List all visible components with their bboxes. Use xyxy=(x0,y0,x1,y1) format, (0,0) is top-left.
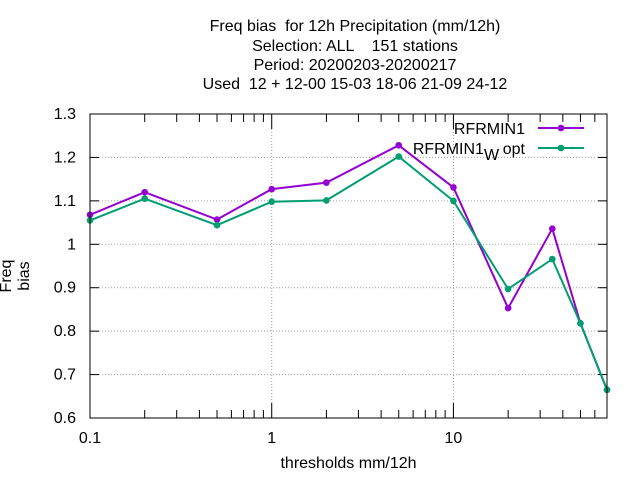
y-tick-label: 0.9 xyxy=(54,280,76,297)
series-1 xyxy=(86,141,611,394)
legend-marker-2 xyxy=(557,144,565,152)
series-2 xyxy=(86,153,611,394)
series-1-point xyxy=(323,179,330,186)
plot-frame xyxy=(89,113,608,419)
axis-ticks: 0.6 0.7 0.8 0.9 1 1.1 1.2 1.3 0.1 1 10 xyxy=(54,106,608,447)
series-1-point xyxy=(450,184,457,191)
series-2-point xyxy=(141,195,149,202)
y-tick-label: 0.6 xyxy=(54,410,76,427)
series-2-point xyxy=(504,285,512,293)
series-layer xyxy=(86,141,611,394)
series-2-point xyxy=(213,221,221,229)
series-1-point xyxy=(213,216,221,223)
series-2-point xyxy=(548,255,556,263)
series-1-point xyxy=(504,304,512,312)
series-1-point xyxy=(548,225,556,232)
legend-marker-1 xyxy=(557,124,565,132)
grid-lines xyxy=(90,114,607,418)
y-tick-label: 0.8 xyxy=(54,323,76,340)
y-tick-label: 0.7 xyxy=(54,367,76,384)
series-1-line xyxy=(89,144,608,391)
chart-title-line-3: Period: 20200203-20200217 xyxy=(253,57,457,74)
legend-label-2: RFRMIN1W opt xyxy=(413,141,526,164)
y-tick-label: 1.1 xyxy=(54,193,76,210)
x-tick-label: 1 xyxy=(267,430,276,447)
series-2-point xyxy=(450,197,457,205)
series-2-point xyxy=(323,197,330,204)
series-2-line xyxy=(89,155,608,391)
chart-title-line-2: Selection: ALL 151 stations xyxy=(252,38,458,55)
y-tick-label: 1.3 xyxy=(54,106,76,123)
legend-label-1: RFRMIN1 xyxy=(454,121,525,138)
y-tick-label: 1 xyxy=(67,236,76,253)
series-2-point xyxy=(395,153,403,160)
x-tick-label: 0.1 xyxy=(79,430,101,447)
chart-title-line-1: Freq bias for 12h Precipitation (mm/12h) xyxy=(209,18,501,35)
series-1-point xyxy=(141,188,149,196)
series-1-point xyxy=(395,141,403,149)
y-tick-label: 1.2 xyxy=(54,149,76,166)
series-2-point xyxy=(577,320,584,327)
legend: RFRMIN1 RFRMIN1W opt xyxy=(413,121,584,164)
chart-title-line-4: Used 12 + 12-00 15-03 18-06 21-09 24-12 xyxy=(202,76,508,93)
x-tick-label: 10 xyxy=(445,430,463,447)
series-2-point xyxy=(268,198,276,206)
x-axis-label: thresholds mm/12h xyxy=(280,455,417,472)
series-1-point xyxy=(268,185,276,193)
